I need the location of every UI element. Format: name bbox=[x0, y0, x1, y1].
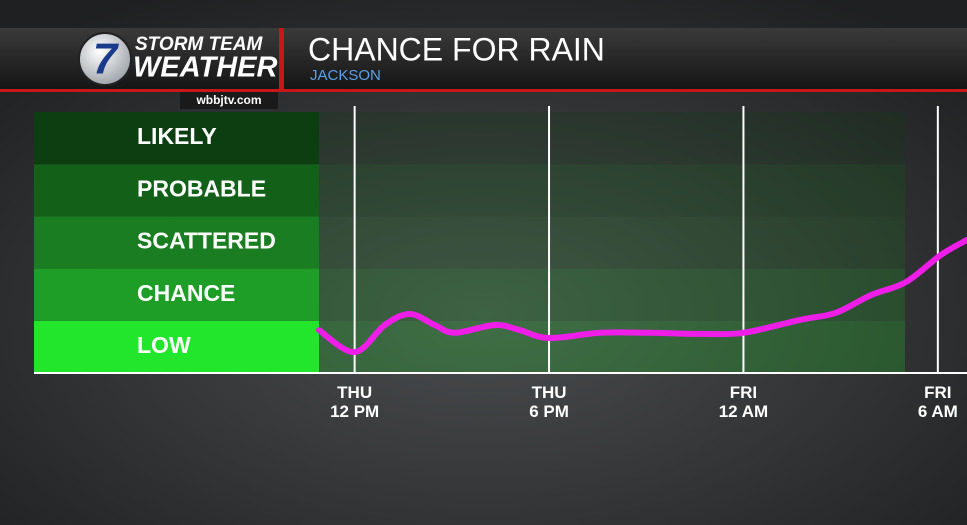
header-rule bbox=[0, 89, 967, 92]
band-label-bg bbox=[34, 164, 319, 217]
y-tick-label: PROBABLE bbox=[137, 175, 266, 201]
rain-line bbox=[316, 236, 967, 356]
band-shade bbox=[319, 320, 905, 373]
x-tick-label: FRI 12 AM bbox=[719, 383, 768, 421]
band-shade bbox=[319, 216, 905, 269]
header-bar bbox=[0, 28, 967, 90]
website: wbbjtv.com bbox=[195, 93, 261, 107]
header-divider bbox=[279, 28, 284, 90]
logo-circle bbox=[78, 32, 132, 86]
band-label-bg bbox=[34, 268, 319, 321]
band-label-bg bbox=[34, 216, 319, 269]
brand-bottom: WEATHER bbox=[133, 52, 278, 84]
logo-number: 7 bbox=[93, 35, 120, 84]
x-tick-label: FRI 6 AM bbox=[918, 383, 958, 421]
y-tick-label: LIKELY bbox=[137, 123, 217, 149]
band-shade bbox=[319, 112, 905, 165]
band-shade bbox=[319, 268, 905, 321]
band-shade bbox=[319, 164, 905, 217]
plot: LOW CHANCE SCATTERED PROBABLE LIKELY THU 12 PM… bbox=[34, 106, 967, 421]
title: CHANCE FOR RAIN bbox=[308, 31, 605, 67]
y-tick-label: CHANCE bbox=[137, 280, 235, 306]
x-tick-label: THU 12 PM bbox=[330, 383, 379, 421]
subtitle: JACKSON bbox=[310, 67, 381, 84]
band-label-bg bbox=[34, 320, 319, 373]
x-tick-label: THU 6 PM bbox=[529, 383, 569, 421]
y-tick-label: LOW bbox=[137, 332, 191, 358]
band-label-bg bbox=[34, 112, 319, 165]
y-tick-label: SCATTERED bbox=[137, 228, 276, 254]
website-box bbox=[180, 92, 278, 109]
brand-top: STORM TEAM bbox=[135, 34, 264, 55]
